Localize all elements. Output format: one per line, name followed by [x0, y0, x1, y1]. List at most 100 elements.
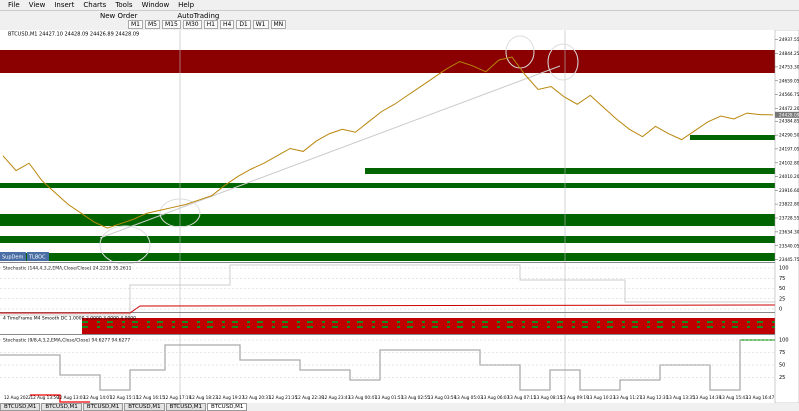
timeframe: H4: [219, 20, 235, 29]
mtf-bar: [82, 318, 775, 334]
time-label: 12 Aug 19:27: [216, 395, 245, 400]
time-label: 13 Aug 14:39: [693, 395, 722, 400]
time-label: 12 Aug 13:59: [31, 395, 60, 400]
time-label: 13 Aug 09:19: [561, 395, 590, 400]
price-label: 23540.05: [779, 243, 799, 249]
btn[interactable]: [0, 252, 26, 261]
indicator-label: 4 TimeFrame M4 Smooth DC 1.0000 2.0000 3…: [3, 316, 136, 322]
mtf-pattern: [82, 321, 775, 328]
demand-zone: [0, 236, 775, 243]
timeframe: H1: [203, 20, 218, 29]
timeframe: M1: [128, 20, 143, 29]
level-label: 25: [779, 296, 785, 302]
toolbar: New Order AutoTrading: [0, 10, 799, 20]
stoch-oversold: [30, 394, 90, 403]
time-label: 12 Aug 15:11: [110, 395, 139, 400]
tab: BTCUSD,M1: [41, 403, 82, 411]
time-label: 13 Aug 07:11: [508, 395, 537, 400]
price-label: 24010.20: [779, 174, 799, 180]
circle: [159, 198, 201, 228]
btn[interactable]: [27, 252, 49, 261]
menu-item[interactable]: Charts: [83, 1, 107, 9]
time-label: 12 Aug 23:43: [322, 395, 351, 400]
price-label: 24844.25: [779, 51, 799, 57]
menu-item[interactable]: Tools: [115, 1, 133, 9]
time-label: 12 Aug 20:31: [243, 395, 272, 400]
price-label: 23728.55: [779, 215, 799, 221]
level-label: 75: [779, 350, 785, 356]
time-label: 13 Aug 11:27: [614, 395, 643, 400]
stoch-signal: [0, 304, 776, 314]
price-line: [2, 56, 774, 229]
toolbar-button: New Order: [100, 12, 138, 20]
time-label: 12 Aug 13:03: [57, 395, 86, 400]
last-price: 24428.09: [779, 112, 799, 118]
demand-zone: [0, 253, 775, 261]
timeframe: M15: [162, 20, 181, 29]
supply-zone: [0, 50, 775, 73]
indicator-label: Stochastic (9/8,4,3,2,EMA,Close/Close) 9…: [3, 338, 130, 344]
time-label: 12 Aug 17:19: [163, 395, 192, 400]
timeframe: M30: [182, 20, 202, 29]
price-label: 24472.20: [779, 106, 799, 112]
price-label: 23822.80: [779, 202, 799, 208]
last-price-box: [775, 111, 799, 118]
trend-line: [99, 65, 561, 239]
level-label: 75: [779, 276, 785, 282]
time-label: 13 Aug 03:59: [428, 395, 457, 400]
time-label: 12 Aug 22:39: [296, 395, 325, 400]
time-label: 13 Aug 01:51: [375, 395, 404, 400]
tab: BTCUSD,M1: [82, 403, 124, 411]
time-label: 13 Aug 12:31: [640, 395, 669, 400]
demand-zone: [0, 183, 775, 188]
price-label: 23634.30: [779, 229, 799, 235]
time-label: 13 Aug 08:15: [534, 395, 563, 400]
price-label: 24937.55: [779, 37, 799, 43]
sep: [0, 312, 775, 313]
demand-zone: [365, 168, 775, 174]
chart-button[interactable]: TLBOC: [28, 255, 46, 261]
price-label: 24102.80: [779, 160, 799, 166]
time-label: 12 Aug 16:15: [137, 395, 166, 400]
timeframes: M1 M5 M15 M30 H1 H4 D1 W1 MN: [128, 20, 287, 29]
time-label: 12 Aug 18:23: [190, 395, 219, 400]
chart-window: BTCUSD,M1 24427.10 24428.09 24426.89 244…: [0, 30, 799, 403]
time-label: 13 Aug 16:47: [746, 395, 775, 400]
stoch-fast: [0, 339, 775, 391]
menu-bar: File View Insert Charts Tools Window Help: [0, 0, 799, 10]
menu-item[interactable]: File: [8, 1, 20, 9]
price-label: 24290.50: [779, 133, 799, 139]
price-label: 24197.05: [779, 146, 799, 152]
time-label: 12 Aug 21:35: [269, 395, 298, 400]
chart-button[interactable]: SupDem: [2, 255, 23, 261]
menu-item[interactable]: View: [28, 1, 46, 9]
level-label: 25: [779, 375, 785, 381]
price-label: 24384.85: [779, 119, 799, 125]
tab: BTCUSD,M1: [165, 403, 207, 411]
time-label: 13 Aug 00:47: [349, 395, 378, 400]
level-label: 50: [779, 363, 785, 369]
tabs: BTCUSD,M1 BTCUSD,M1 BTCUSD,M1 BTCUSD,M1 BTCU…: [0, 403, 799, 411]
menu-item[interactable]: Insert: [54, 1, 75, 9]
tab: BTCUSD,M1: [207, 403, 248, 411]
menu-item[interactable]: Window: [141, 1, 170, 9]
timeframe: D1: [236, 20, 251, 29]
price-label: 23445.75: [779, 257, 799, 263]
price-axis: [774, 30, 799, 403]
stoch-line: [0, 264, 775, 316]
time-label: 12 Aug 2022: [4, 395, 31, 400]
timeframe: MN: [270, 20, 287, 29]
level-label: 50: [779, 286, 785, 292]
demand-zone: [0, 214, 775, 226]
level-label: 100: [779, 338, 789, 344]
circle: [547, 43, 579, 81]
time-label: 13 Aug 10:23: [587, 395, 616, 400]
menu-item[interactable]: Help: [178, 1, 195, 9]
time-label: 13 Aug 13:35: [667, 395, 696, 400]
indicator-label: Stochastic (144,4,3,2,EMA,Close/Close) 2…: [3, 266, 132, 272]
chart-header: BTCUSD,M1 24427.10 24428.09 24426.89 244…: [8, 32, 139, 38]
level-label: 0: [779, 307, 782, 313]
timeframe: M5: [145, 20, 160, 29]
timeframe: W1: [252, 20, 269, 29]
